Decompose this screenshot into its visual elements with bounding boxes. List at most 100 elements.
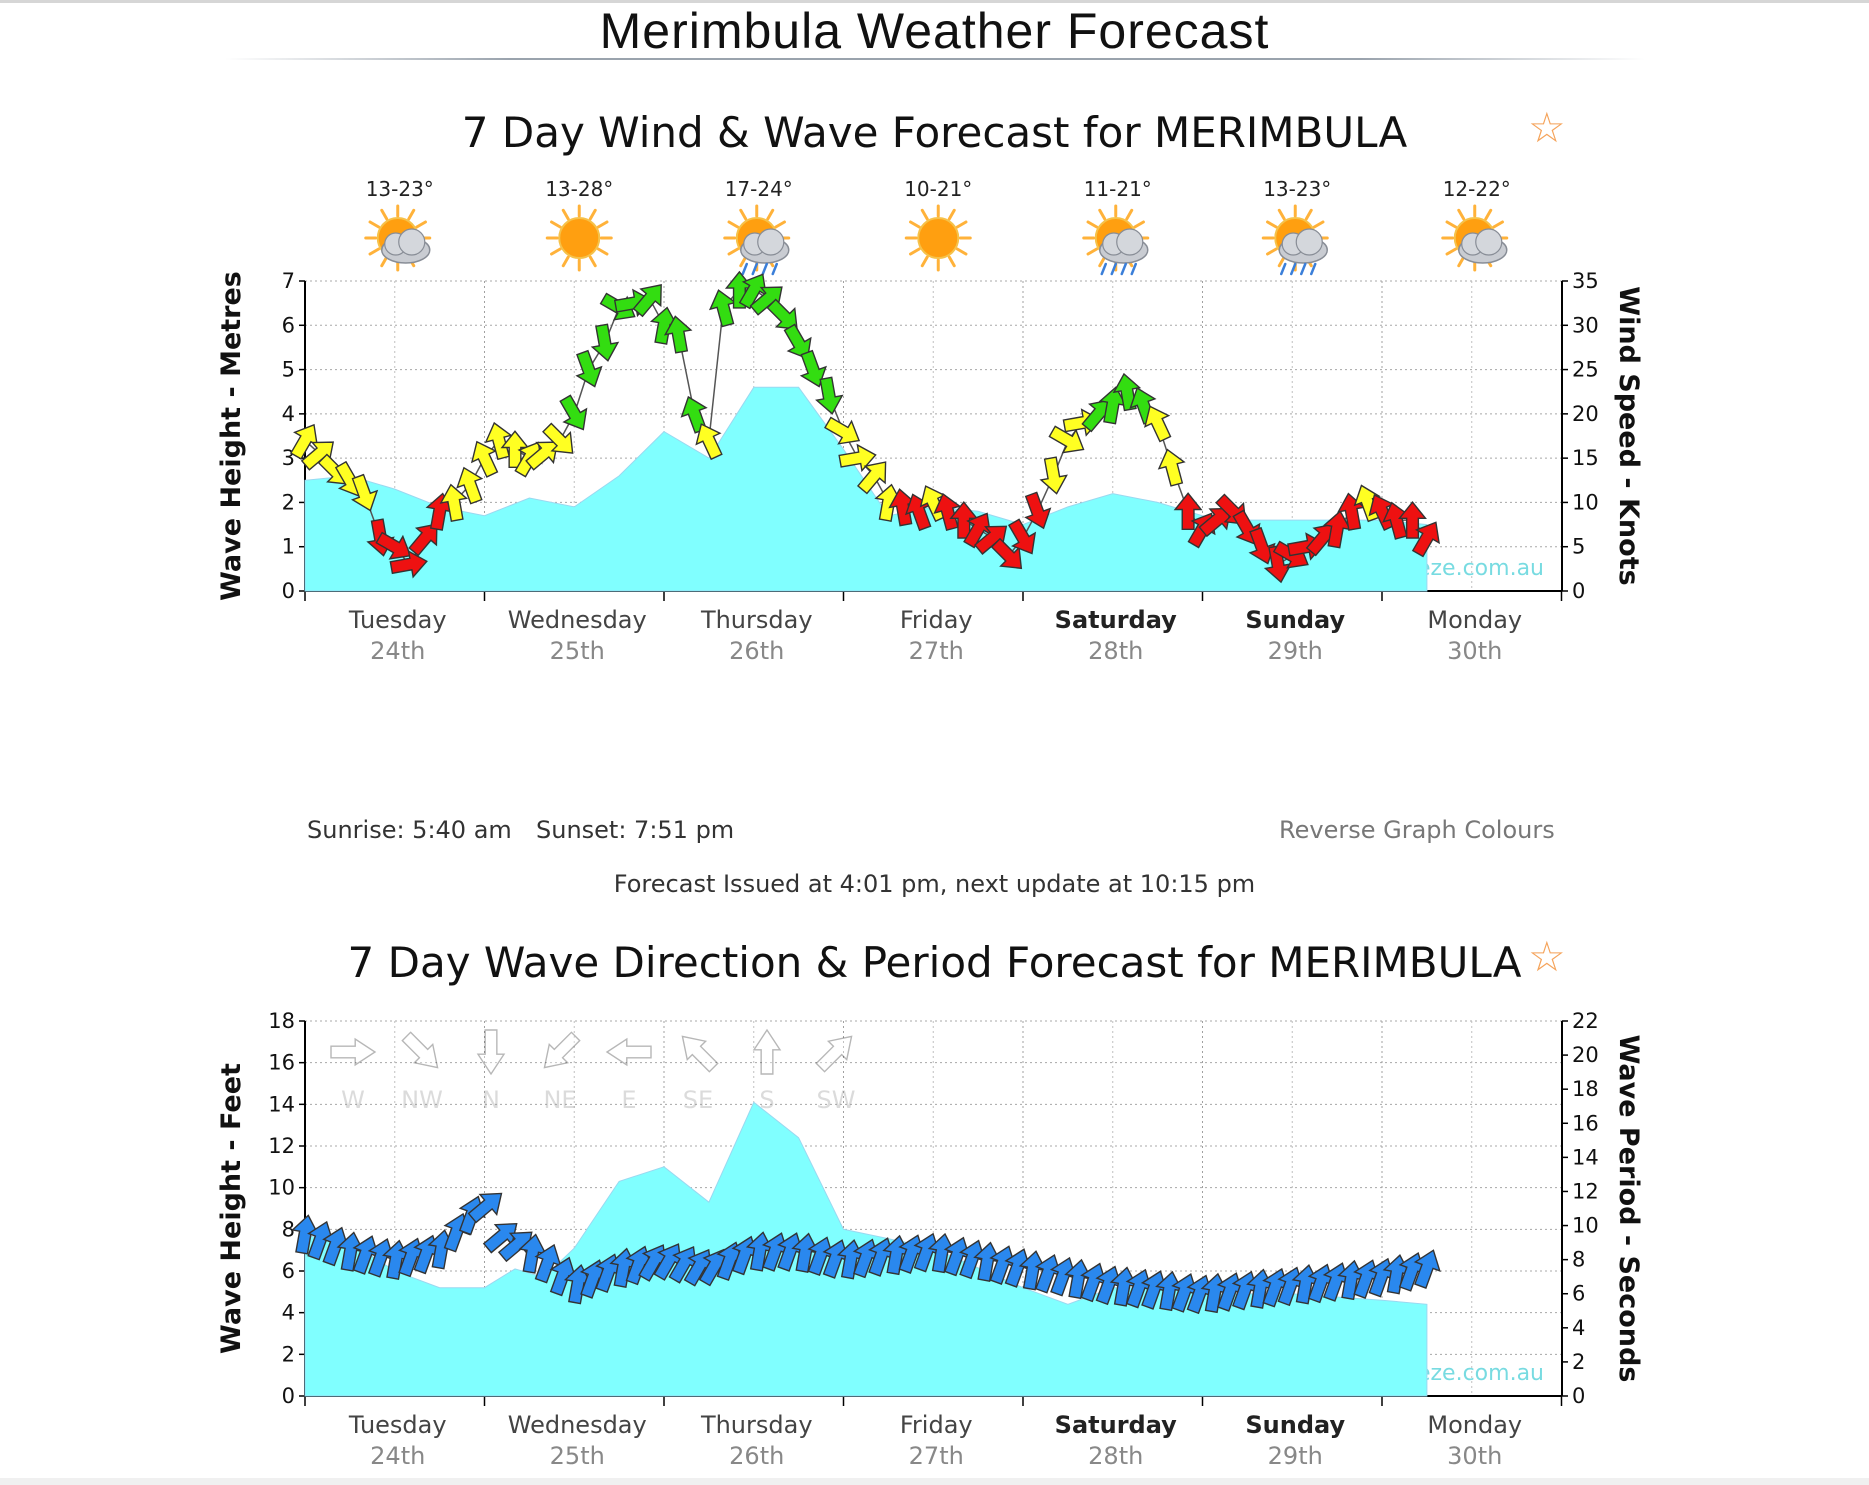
wind-arrow <box>1048 425 1085 454</box>
wind-arrow <box>1157 448 1186 487</box>
compass-label: SW <box>817 1086 856 1114</box>
compass-arrow <box>401 1031 439 1069</box>
sun-rain-icon <box>1082 204 1150 276</box>
wind-arrow <box>350 473 379 512</box>
wind-arrow <box>632 284 662 318</box>
swell-arrow <box>307 1220 335 1261</box>
sun-ray <box>407 208 416 221</box>
day-name-label: Tuesday <box>348 606 447 634</box>
y2-tick-label: 2 <box>1572 1350 1585 1374</box>
day-date-label: 29th <box>1268 637 1323 665</box>
wind-arrow <box>575 349 603 388</box>
wind-arrow <box>1024 491 1052 530</box>
compass-arrow <box>605 1037 652 1067</box>
y2-tick-label: 30 <box>1572 313 1599 337</box>
day-name-label: Friday <box>900 606 973 634</box>
wind-arrow <box>783 323 812 360</box>
compass-legend: W NW N NE E SE S SW <box>330 1028 856 1114</box>
day-name-label: Saturday <box>1055 1411 1178 1439</box>
y2-tick-label: 16 <box>1572 1111 1599 1135</box>
day-temperature: 13-28° <box>545 177 613 201</box>
wind-arrow <box>1398 500 1427 539</box>
sunrise-text: Sunrise: 5:40 am <box>307 816 512 844</box>
sun-ray <box>1445 247 1458 256</box>
sun-ray <box>1445 220 1458 229</box>
sun-ray <box>550 247 562 256</box>
y2-axis-title: Wind Speed - Knots <box>1613 286 1644 585</box>
compass-label: N <box>482 1086 500 1114</box>
sun-ray <box>1098 208 1107 221</box>
swell-arrow <box>927 1232 957 1274</box>
sun-ray <box>368 220 381 229</box>
rain-drop <box>1130 262 1137 276</box>
day-name-label: Monday <box>1427 1411 1522 1439</box>
y-tick-label: 18 <box>268 1009 295 1033</box>
swell-arrow <box>549 1256 577 1297</box>
y2-tick-label: 35 <box>1572 269 1599 293</box>
wave-direction-chart-title: 7 Day Wave Direction & Period Forecast f… <box>347 938 1522 987</box>
y-tick-label: 4 <box>282 1301 295 1325</box>
sun-ray <box>947 208 956 221</box>
swell-arrow <box>791 1232 820 1273</box>
sun-ray <box>947 255 956 268</box>
day-date-label: 28th <box>1088 1442 1143 1470</box>
forecast-issued-text: Forecast Issued at 4:01 pm, next update … <box>613 870 1256 898</box>
y2-tick-label: 12 <box>1572 1179 1599 1203</box>
wind-arrow <box>289 423 319 460</box>
wind-arrow <box>815 376 844 415</box>
day-date-label: 28th <box>1088 637 1143 665</box>
sun-ray <box>1098 255 1107 268</box>
wind-arrow <box>1382 501 1411 540</box>
wind-arrow <box>470 440 499 478</box>
y2-tick-label: 25 <box>1572 358 1599 382</box>
day-name-label: Sunday <box>1245 1411 1345 1439</box>
day-temperature: 12-22° <box>1443 177 1511 201</box>
sun-ray <box>561 208 570 221</box>
sun-ray <box>955 247 968 256</box>
swell-arrow <box>336 1231 365 1272</box>
sun-ray <box>1277 208 1286 221</box>
compass-arrow-icon <box>752 1028 782 1075</box>
y-tick-label: 8 <box>282 1217 295 1241</box>
sun-ray <box>739 208 748 221</box>
day-name-label: Saturday <box>1055 606 1178 634</box>
rain-drop <box>751 262 758 276</box>
compass-arrow <box>815 1035 853 1073</box>
wind-arrow <box>1411 521 1440 558</box>
swell-arrow <box>563 1263 593 1305</box>
sun-icon <box>545 204 613 272</box>
wind-arrow <box>649 306 679 345</box>
day-temperature: 11-21° <box>1084 177 1152 201</box>
sun-ray <box>1086 220 1099 229</box>
rain-drop <box>1120 262 1127 276</box>
wind-arrow <box>590 323 620 362</box>
day-name-label: Tuesday <box>348 1411 447 1439</box>
wind-arrow <box>663 315 693 354</box>
y2-tick-label: 4 <box>1572 1316 1585 1340</box>
swell-direction-arrows <box>291 1192 1441 1315</box>
day-date-label: 25th <box>550 1442 605 1470</box>
rain-drop <box>771 262 778 276</box>
sun-ray <box>1086 247 1099 256</box>
favourite-star-icon[interactable]: ☆ <box>1528 103 1566 152</box>
wind-arrow <box>1144 405 1172 443</box>
swell-arrow <box>534 1243 562 1284</box>
sun-ray <box>550 220 562 229</box>
rain-drop <box>1310 262 1317 276</box>
sun-icon <box>904 204 972 272</box>
sun-rain-icon <box>1261 204 1329 276</box>
y-tick-label: 0 <box>282 1384 295 1408</box>
wind-arrow <box>408 523 438 557</box>
day-date-label: 25th <box>550 637 605 665</box>
compass-arrow <box>543 1031 581 1069</box>
wind-arrow <box>542 422 574 454</box>
day-name-label: Thursday <box>700 1411 813 1439</box>
sun-disc <box>917 217 960 259</box>
y-tick-label: 5 <box>282 358 295 382</box>
wind-arrow <box>749 286 783 316</box>
wind-arrow <box>456 466 484 505</box>
reverse-graph-colours-link[interactable]: Reverse Graph Colours <box>1279 816 1555 844</box>
sun-ray <box>739 255 748 268</box>
wind-arrow <box>1248 526 1276 565</box>
favourite-star-icon-2[interactable]: ☆ <box>1528 932 1566 981</box>
